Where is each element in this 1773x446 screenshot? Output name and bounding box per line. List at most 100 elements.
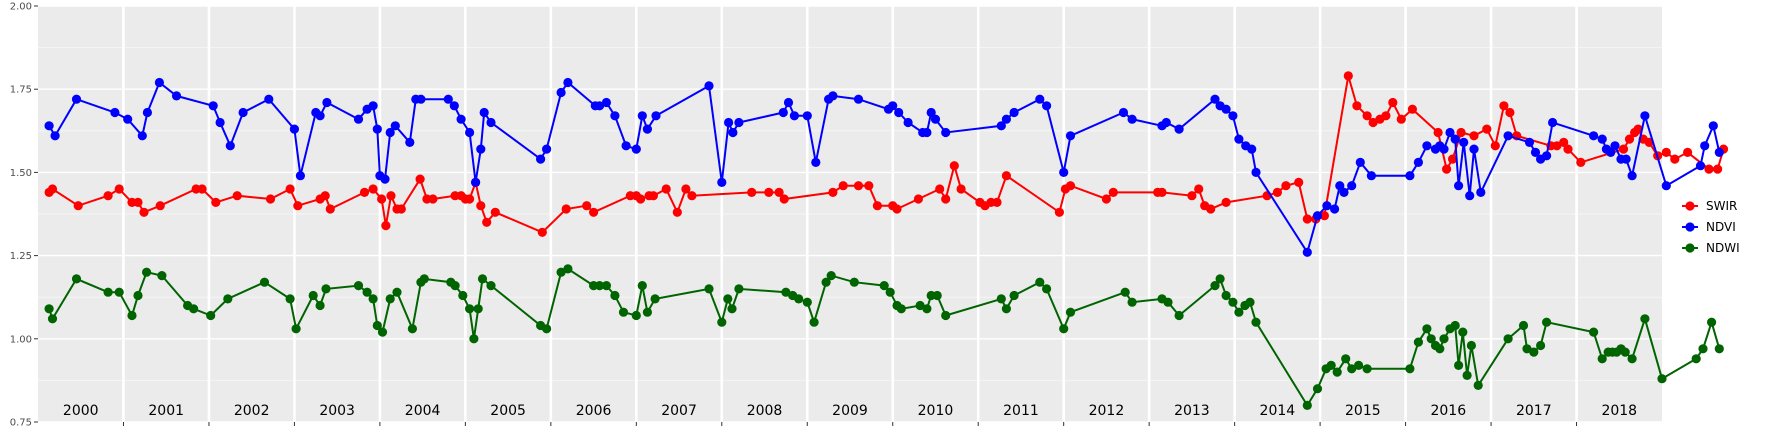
data-point-ndvi [486,117,496,128]
data-point-ndwi [353,281,364,291]
year-label: 2016 [1430,403,1466,419]
data-point-ndvi [536,154,546,164]
data-point-swir [232,191,242,201]
data-point-ndwi [259,277,270,287]
legend-key-marker [1685,222,1695,232]
data-point-ndwi [1228,297,1238,307]
data-point-swir [1563,144,1573,154]
data-point-ndwi [377,327,388,337]
data-point-ndvi [110,107,120,118]
data-point-swir [114,184,124,194]
data-point-ndwi [1503,334,1513,344]
data-point-ndwi [1597,354,1607,364]
data-point-swir [1194,184,1204,194]
data-point-ndvi [1548,117,1558,128]
data-point-ndwi [734,284,744,294]
data-point-ndwi [1347,364,1357,374]
data-point-ndwi [556,267,566,277]
data-point-swir [1407,104,1417,114]
data-point-ndvi [941,127,951,138]
data-point-ndwi [133,290,143,301]
data-point-ndvi [208,101,218,111]
y-tick-label: 1.75 [10,85,32,96]
data-point-ndwi [1426,334,1436,344]
data-point-swir [661,184,671,194]
data-point-ndwi [1707,317,1717,327]
data-point-swir [864,181,874,191]
data-point-ndvi [44,121,54,131]
data-point-swir [828,187,838,197]
data-point-ndvi [1335,181,1345,191]
data-point-ndvi [295,171,305,181]
data-point-ndvi [563,77,573,88]
data-point-ndvi [1161,117,1171,128]
data-point-ndvi [1530,147,1541,157]
data-point-swir [103,191,113,201]
data-point-ndvi [479,107,489,118]
data-point-swir [956,184,966,194]
data-point-swir [774,187,784,197]
data-point-swir [1448,154,1458,164]
data-point-ndwi [1458,327,1468,337]
data-point-swir [1505,107,1515,118]
data-point-ndwi [450,281,460,291]
data-point-ndwi [1627,354,1637,364]
data-point-ndwi [1450,320,1460,331]
data-point-swir [73,201,83,211]
data-point-swir [428,194,438,204]
data-point-swir [853,181,864,191]
data-point-ndwi [1422,324,1432,334]
data-point-ndvi [1606,147,1616,157]
data-point-ndvi [385,127,395,138]
data-point-ndvi [828,91,838,101]
data-point-ndvi [1065,131,1076,141]
data-point-ndvi [903,117,913,128]
data-point-ndwi [1127,297,1137,307]
data-point-ndvi [416,94,426,104]
data-point-ndwi [932,290,942,301]
data-point-ndwi [821,277,831,287]
data-point-ndvi [1234,134,1244,144]
data-point-ndvi [171,91,182,101]
data-point-ndwi [1640,314,1650,324]
data-point-swir [476,201,486,211]
data-point-ndvi [368,101,378,111]
data-point-swir [1559,137,1569,147]
data-point-ndvi [1330,204,1340,214]
data-point-ndvi [137,131,147,141]
data-point-ndwi [127,310,137,321]
data-point-swir [1469,131,1479,141]
data-point-ndwi [1536,340,1546,351]
data-point-ndwi [368,294,378,304]
data-point-swir [1221,197,1231,207]
data-point-swir [265,194,276,204]
data-point-ndvi [1228,111,1238,121]
year-label: 2018 [1601,403,1637,419]
data-point-ndvi [449,101,459,111]
data-point-ndvi [1476,187,1486,197]
y-tick-label: 1.50 [10,168,32,179]
data-point-swir [1396,114,1406,124]
data-point-ndwi [1341,354,1351,364]
data-point-swir [779,194,789,204]
axes: 0.75 1.00 1.25 1.50 1.75 2.00 [10,2,1578,429]
data-point-swir [681,184,691,194]
data-point-swir [1281,181,1291,191]
data-point-ndwi [1163,297,1173,307]
data-point-ndvi [717,177,727,187]
data-point-ndvi [996,121,1006,131]
data-point-ndwi [469,334,479,344]
data-point-ndvi [1714,147,1724,157]
data-point-ndvi [1322,201,1332,211]
data-point-swir [359,187,370,197]
data-point-ndwi [996,294,1006,304]
data-point-ndvi [1251,167,1261,177]
data-point-swir [1618,144,1629,154]
data-point-ndvi [390,121,400,131]
data-point-ndvi [1439,144,1449,154]
data-point-ndvi [651,111,661,121]
data-point-swir [415,174,425,184]
data-point-ndwi [1312,384,1323,394]
data-point-swir [386,191,396,201]
